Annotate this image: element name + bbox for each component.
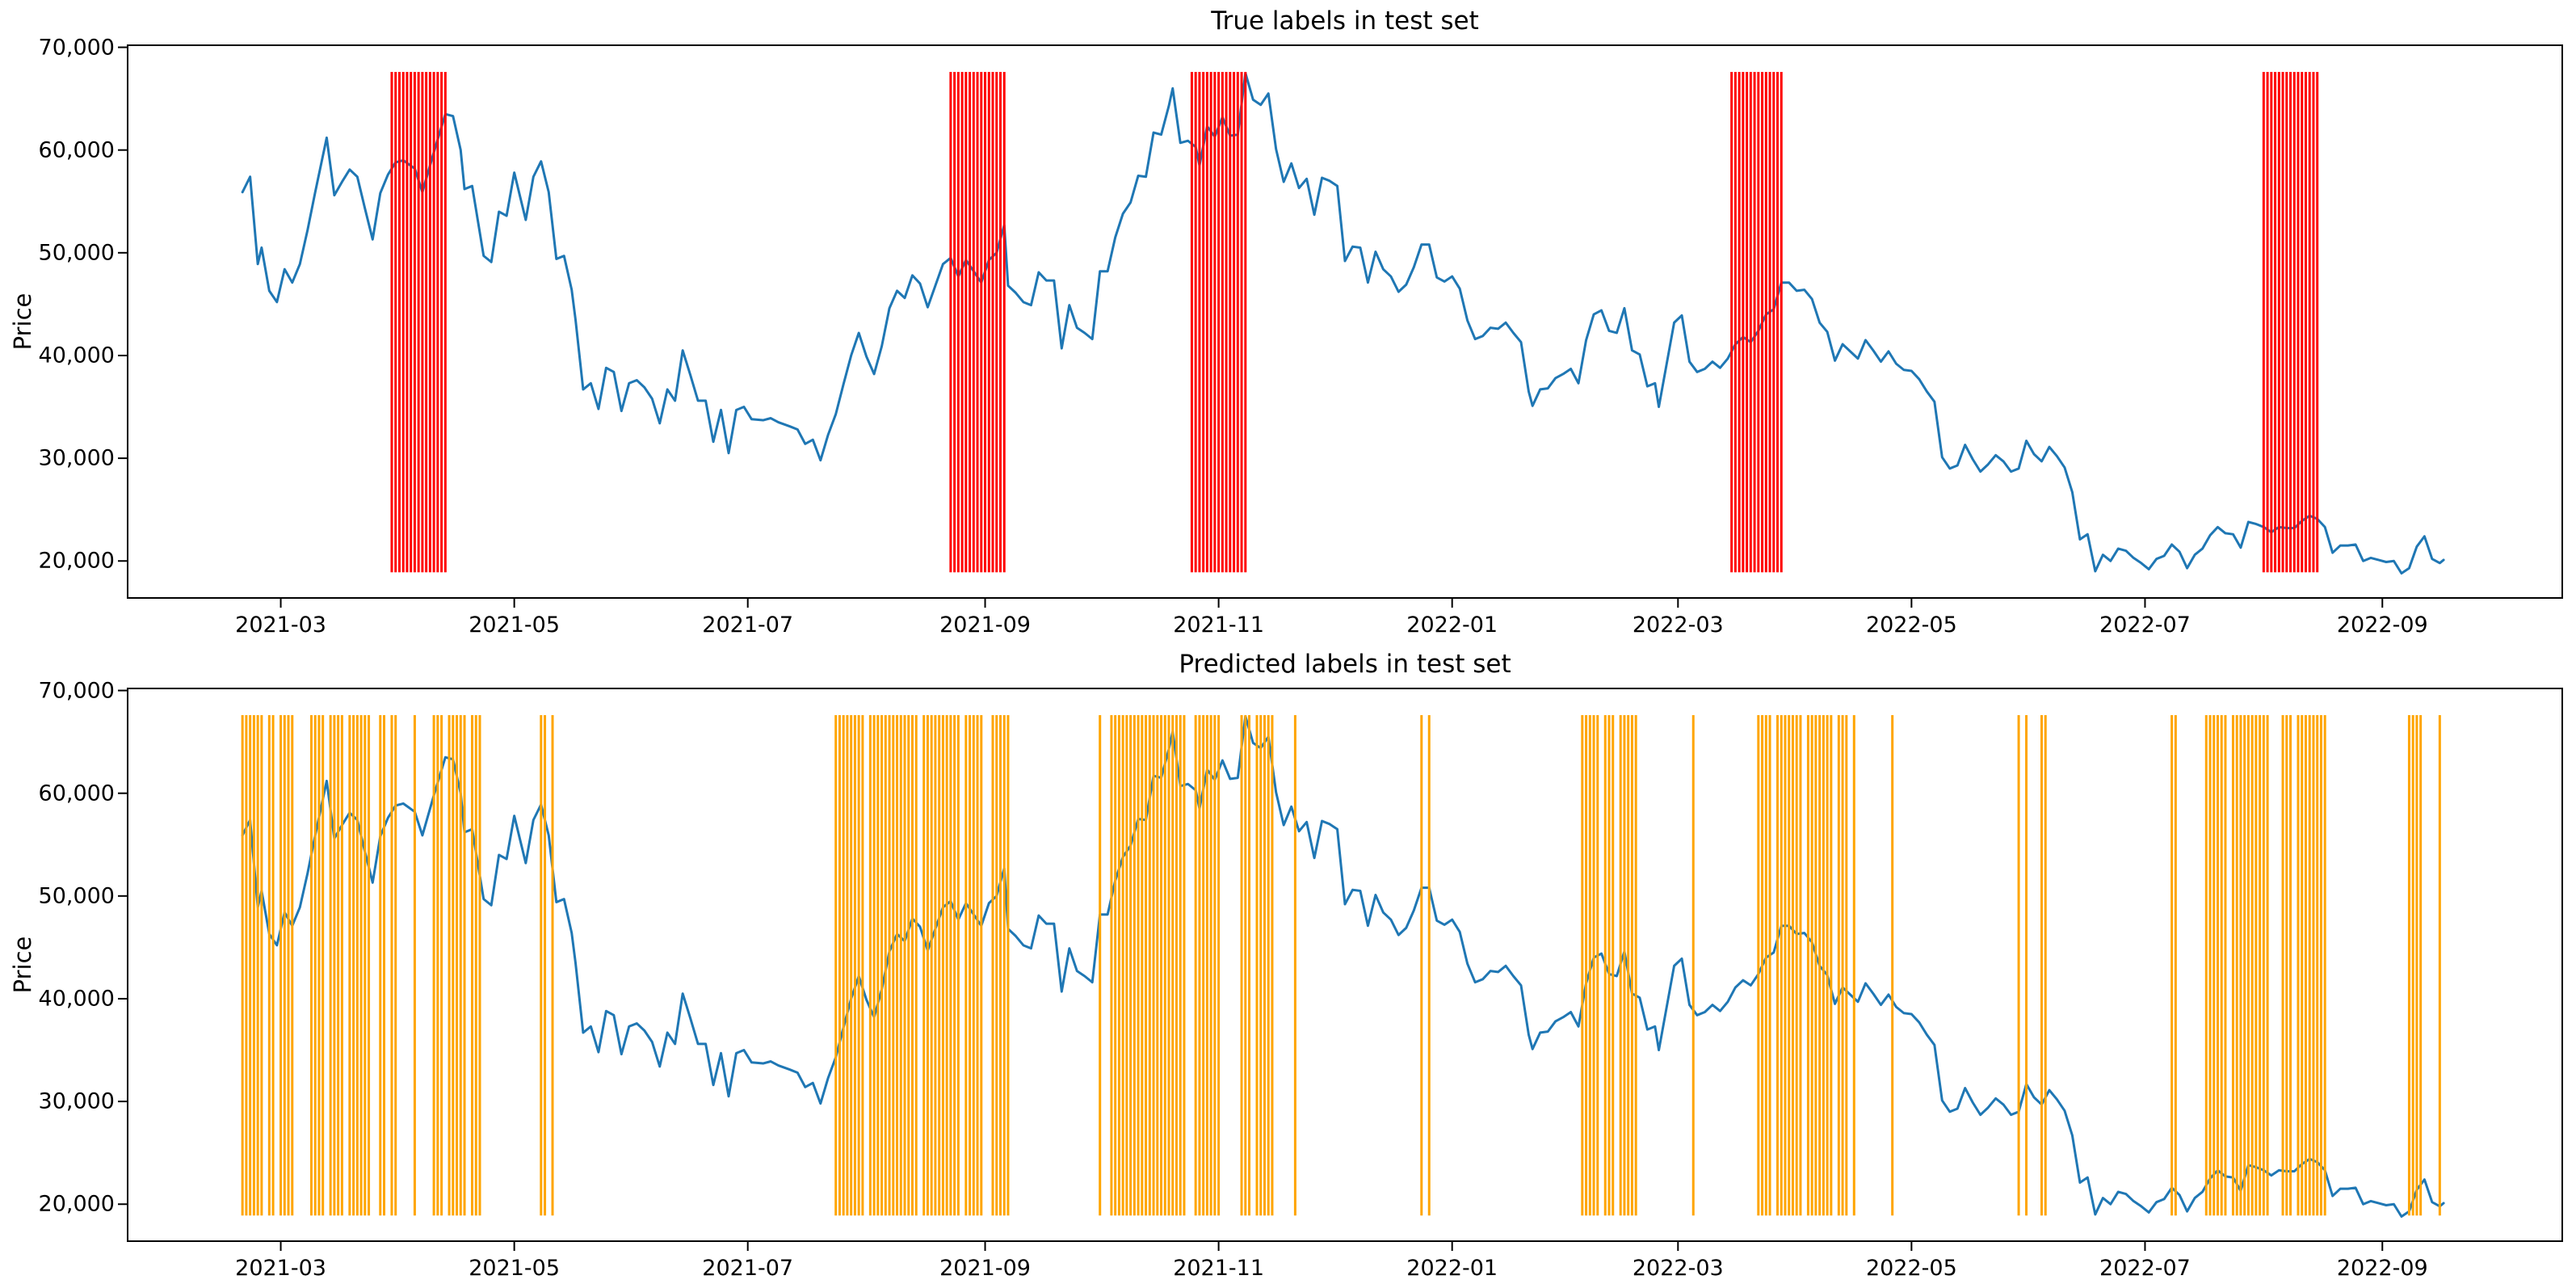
x-tick-label: 2021-11 [1173, 613, 1265, 638]
top-chart-y-axis-label: Price [9, 293, 36, 351]
x-tick-label: 2021-07 [702, 613, 794, 638]
y-tick-label: 20,000 [38, 1191, 115, 1217]
x-tick-label: 2022-07 [2099, 613, 2191, 638]
y-tick-label: 40,000 [38, 986, 115, 1012]
y-tick-label: 30,000 [38, 1088, 115, 1114]
x-tick-label: 2021-05 [469, 1256, 561, 1281]
x-tick-label: 2022-09 [2336, 613, 2428, 638]
y-tick-label: 50,000 [38, 883, 115, 909]
x-tick-label: 2022-05 [1865, 1256, 1957, 1281]
x-tick-label: 2021-09 [939, 613, 1031, 638]
y-tick-label: 70,000 [38, 678, 115, 704]
y-tick-label: 60,000 [38, 137, 115, 163]
x-tick-label: 2021-03 [235, 613, 326, 638]
x-tick-label: 2021-09 [939, 1256, 1031, 1281]
x-tick-label: 2022-09 [2336, 1256, 2428, 1281]
x-tick-label: 2022-01 [1406, 613, 1498, 638]
x-tick-label: 2022-05 [1865, 613, 1957, 638]
y-tick-label: 50,000 [38, 240, 115, 266]
x-tick-label: 2021-07 [702, 1256, 794, 1281]
x-tick-label: 2021-05 [469, 613, 561, 638]
y-tick-label: 30,000 [38, 445, 115, 471]
x-tick-label: 2022-03 [1632, 1256, 1724, 1281]
y-tick-label: 20,000 [38, 548, 115, 574]
y-tick-label: 60,000 [38, 781, 115, 806]
x-tick-label: 2022-07 [2099, 1256, 2191, 1281]
x-tick-label: 2022-01 [1406, 1256, 1498, 1281]
y-tick-label: 40,000 [38, 343, 115, 368]
x-tick-label: 2021-03 [235, 1256, 326, 1281]
y-tick-label: 70,000 [38, 35, 115, 61]
bottom-chart-y-axis-label: Price [9, 936, 36, 994]
x-tick-label: 2022-03 [1632, 613, 1724, 638]
x-tick-label: 2021-11 [1173, 1256, 1265, 1281]
bottom-chart-title: Predicted labels in test set [1179, 650, 1511, 679]
top-chart-title: True labels in test set [1211, 6, 1479, 36]
